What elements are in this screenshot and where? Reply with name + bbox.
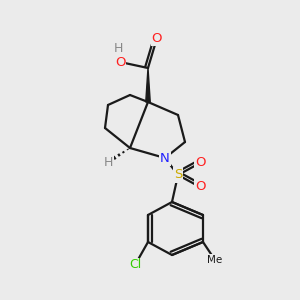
- Polygon shape: [146, 68, 150, 102]
- Text: Cl: Cl: [129, 259, 141, 272]
- Text: O: O: [152, 32, 162, 44]
- Text: Me: Me: [207, 255, 223, 265]
- Text: S: S: [174, 169, 182, 182]
- Text: N: N: [160, 152, 170, 164]
- Text: O: O: [115, 56, 125, 68]
- Text: O: O: [195, 157, 205, 169]
- Text: H: H: [103, 155, 113, 169]
- Text: O: O: [195, 181, 205, 194]
- Text: H: H: [113, 41, 123, 55]
